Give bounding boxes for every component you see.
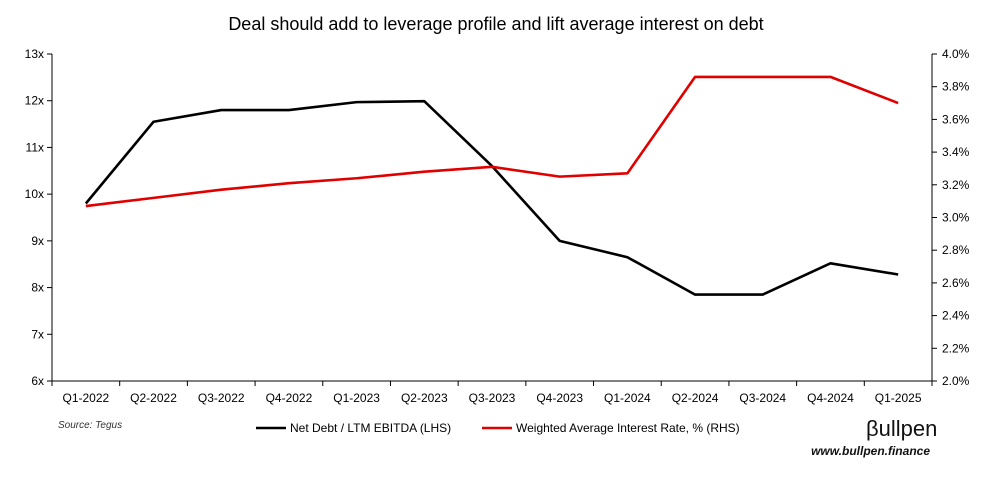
x-tick-label: Q3-2023 (469, 391, 516, 405)
x-tick-label: Q1-2022 (62, 391, 109, 405)
brand-logo: βullpen (866, 416, 937, 441)
left-tick-label: 10x (25, 187, 44, 201)
x-tick-label: Q1-2023 (333, 391, 380, 405)
legend-label-leverage: Net Debt / LTM EBITDA (LHS) (290, 421, 451, 435)
right-tick-label: 3.2% (942, 178, 970, 192)
right-tick-label: 4.0% (942, 47, 970, 61)
right-tick-label: 3.4% (942, 145, 970, 159)
left-tick-label: 9x (31, 234, 44, 248)
left-tick-label: 6x (31, 374, 44, 388)
right-tick-label: 3.8% (942, 80, 970, 94)
x-tick-label: Q1-2024 (604, 391, 651, 405)
legend-label-interest-rate: Weighted Average Interest Rate, % (RHS) (516, 421, 740, 435)
left-tick-label: 12x (25, 94, 44, 108)
leverage-line (84, 99, 899, 296)
legend: Net Debt / LTM EBITDA (LHS) Weighted Aver… (256, 421, 740, 435)
brand-url: www.bullpen.finance (811, 444, 930, 458)
right-tick-label: 2.2% (942, 341, 970, 355)
x-tick-label: Q2-2024 (672, 391, 719, 405)
interest-rate-line (85, 75, 899, 208)
left-tick-label: 11x (26, 140, 44, 154)
x-tick-label: Q3-2024 (739, 391, 786, 405)
left-tick-label: 13x (25, 47, 44, 61)
x-tick-label: Q1-2025 (875, 391, 922, 405)
x-tick-label: Q2-2022 (130, 391, 177, 405)
right-tick-label: 3.0% (942, 211, 970, 225)
x-tick-label: Q4-2022 (266, 391, 313, 405)
right-tick-label: 2.6% (942, 276, 970, 290)
source-note: Source: Tegus (58, 420, 122, 431)
right-tick-label: 2.0% (942, 374, 970, 388)
right-tick-label: 3.6% (942, 112, 970, 126)
left-tick-label: 7x (31, 327, 44, 341)
x-tick-label: Q4-2023 (536, 391, 583, 405)
x-tick-label: Q4-2024 (807, 391, 854, 405)
axes: 6x 7x 8x 9x 10x 11x 12x 13x 2.0% 2.2% 2.4% 2.6% 2.8%… (25, 47, 970, 405)
left-tick-label: 8x (31, 281, 44, 295)
chart-title: Deal should add to leverage profile and … (228, 14, 763, 34)
x-tick-label: Q2-2023 (401, 391, 448, 405)
series-layer (84, 75, 899, 296)
x-tick-label: Q3-2022 (198, 391, 245, 405)
right-tick-label: 2.8% (942, 243, 970, 257)
right-tick-label: 2.4% (942, 309, 970, 323)
